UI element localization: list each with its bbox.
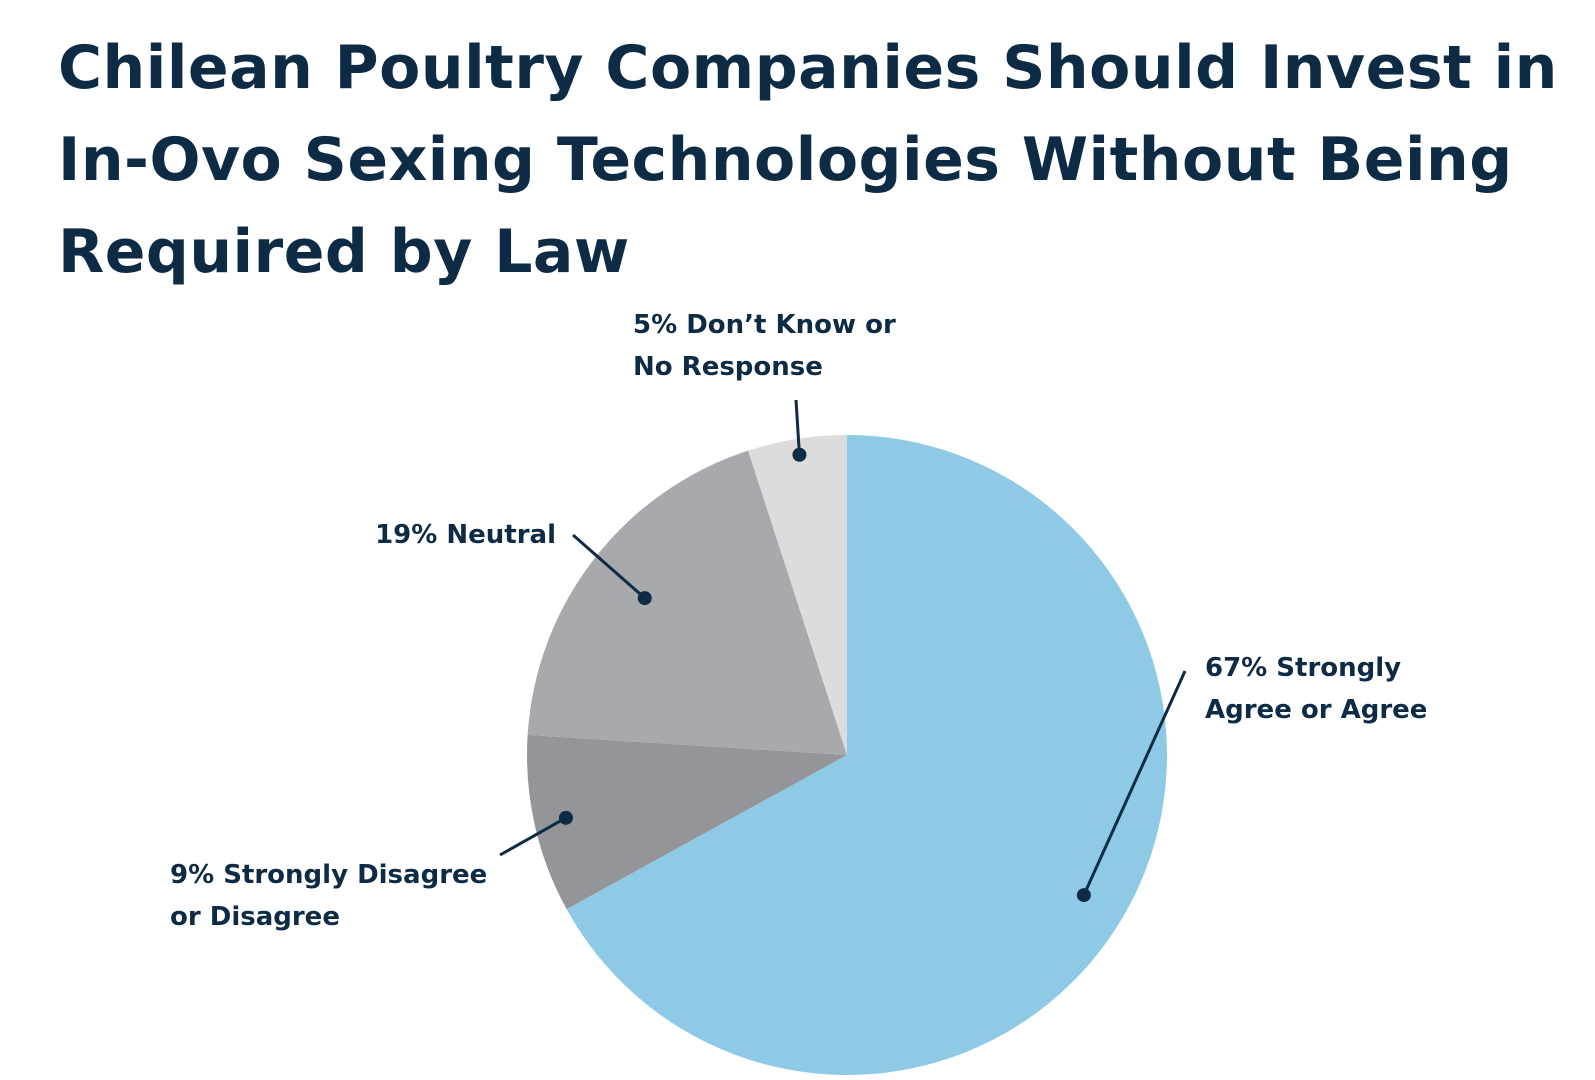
pie-slice-9-strongly-disagree	[527, 734, 847, 910]
data-label-67-strongly: 67% Strongly Agree or Agree	[1205, 653, 1427, 725]
pie-labels: 67% Strongly Agree or Agree 9% Strongly Di…	[170, 310, 1427, 932]
leader-line-19-neutral	[572, 533, 646, 600]
pie-slice-19-neutral	[527, 450, 847, 755]
chart-title: Chilean Poultry Companies Should Invest …	[58, 33, 1558, 287]
leader-dot-67-strongly	[1076, 888, 1091, 903]
leader-line-5-don-t-know-or	[794, 399, 801, 455]
leader-dot-9-strongly-disagree	[558, 810, 573, 825]
data-label-9-strongly-disagree: 9% Strongly Disagree or Disagree	[170, 860, 487, 932]
leader-dot-5-don-t-know-or	[792, 447, 807, 462]
pie-slice-5-don-t-know-or	[748, 435, 847, 755]
data-label-19-neutral: 19% Neutral	[375, 520, 556, 550]
pie-slice-67-strongly	[566, 435, 1167, 1075]
leader-line-67-strongly	[1082, 670, 1187, 896]
leader-dot-19-neutral	[637, 591, 652, 606]
data-label-5-don-t-know-or: 5% Don’t Know or No Response	[633, 310, 896, 382]
pie-slices	[527, 435, 1167, 1075]
leader-line-9-strongly-disagree	[499, 816, 567, 857]
pie-leader-lines	[499, 399, 1187, 903]
